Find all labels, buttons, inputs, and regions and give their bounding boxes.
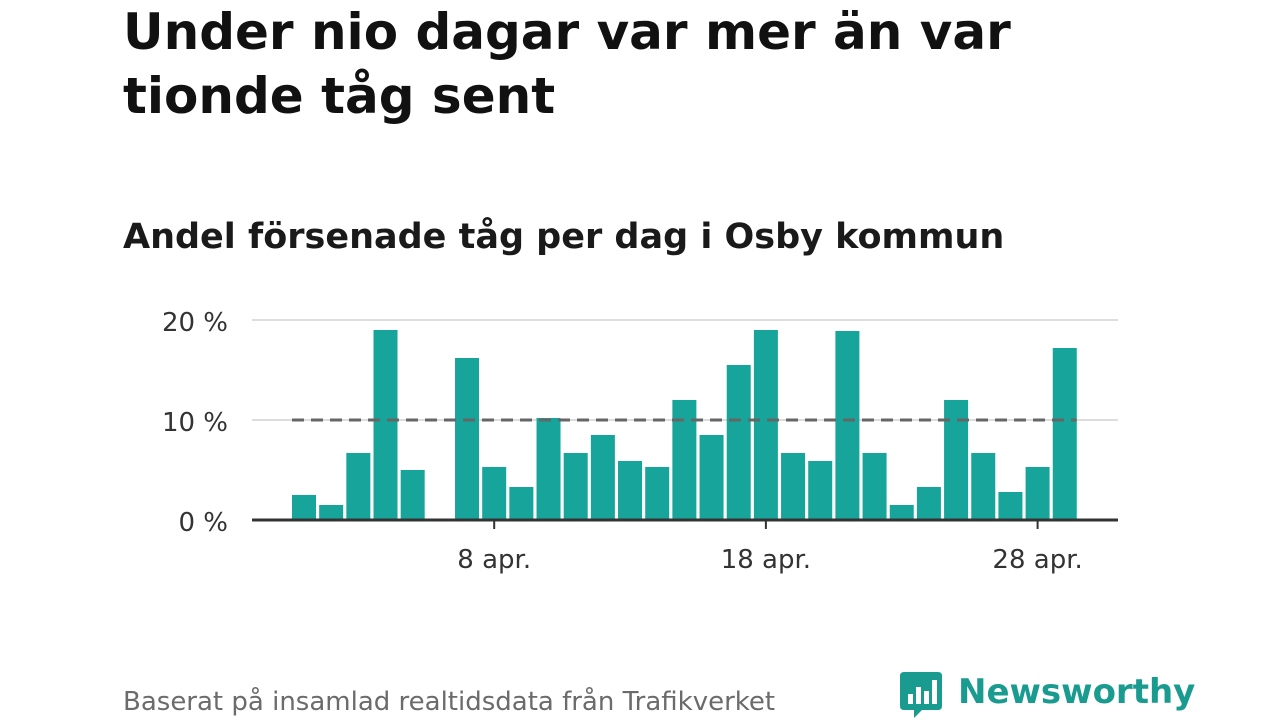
brand-name: Newsworthy bbox=[958, 672, 1196, 712]
bar bbox=[726, 365, 751, 520]
bar bbox=[346, 453, 371, 520]
bar bbox=[808, 461, 833, 520]
bar bbox=[944, 400, 969, 520]
bar bbox=[455, 358, 480, 520]
bar bbox=[645, 467, 670, 520]
bar bbox=[509, 487, 534, 520]
bar bbox=[672, 400, 697, 520]
bar bbox=[835, 331, 860, 520]
bar-chart: 0 % 10 % 20 % 8 apr. 18 apr. 28 apr. bbox=[162, 308, 1118, 575]
bar bbox=[536, 418, 561, 520]
bar bbox=[916, 487, 941, 520]
bar bbox=[889, 505, 914, 520]
bar bbox=[618, 461, 643, 520]
bar bbox=[1052, 348, 1077, 520]
bar bbox=[753, 330, 778, 520]
bar bbox=[292, 495, 316, 520]
bar bbox=[590, 435, 615, 520]
chart-subtitle: Andel försenade tåg per dag i Osby kommu… bbox=[123, 217, 1005, 257]
bar bbox=[563, 453, 588, 520]
bar bbox=[373, 330, 398, 520]
bar bbox=[400, 470, 425, 520]
bar bbox=[862, 453, 887, 520]
y-tick-label: 0 % bbox=[178, 508, 228, 538]
axes: 0 % 10 % 20 % 8 apr. 18 apr. 28 apr. bbox=[162, 308, 1118, 575]
bar bbox=[699, 435, 724, 520]
bar bbox=[1025, 467, 1050, 520]
y-tick-label: 10 % bbox=[162, 408, 228, 438]
bar bbox=[971, 453, 996, 520]
bars bbox=[292, 330, 1077, 520]
bar bbox=[998, 492, 1023, 520]
bar bbox=[319, 505, 344, 520]
newsworthy-logo-icon bbox=[900, 672, 942, 718]
x-tick-label: 8 apr. bbox=[457, 545, 531, 575]
bar bbox=[482, 467, 507, 520]
x-tick-label: 18 apr. bbox=[721, 545, 811, 575]
x-tick-label: 28 apr. bbox=[992, 545, 1082, 575]
chart-title: Under nio dagar var mer än var tionde tå… bbox=[123, 3, 1011, 125]
bar bbox=[781, 453, 806, 520]
y-tick-label: 20 % bbox=[162, 308, 228, 338]
source-note: Baserat på insamlad realtidsdata från Tr… bbox=[123, 687, 776, 717]
